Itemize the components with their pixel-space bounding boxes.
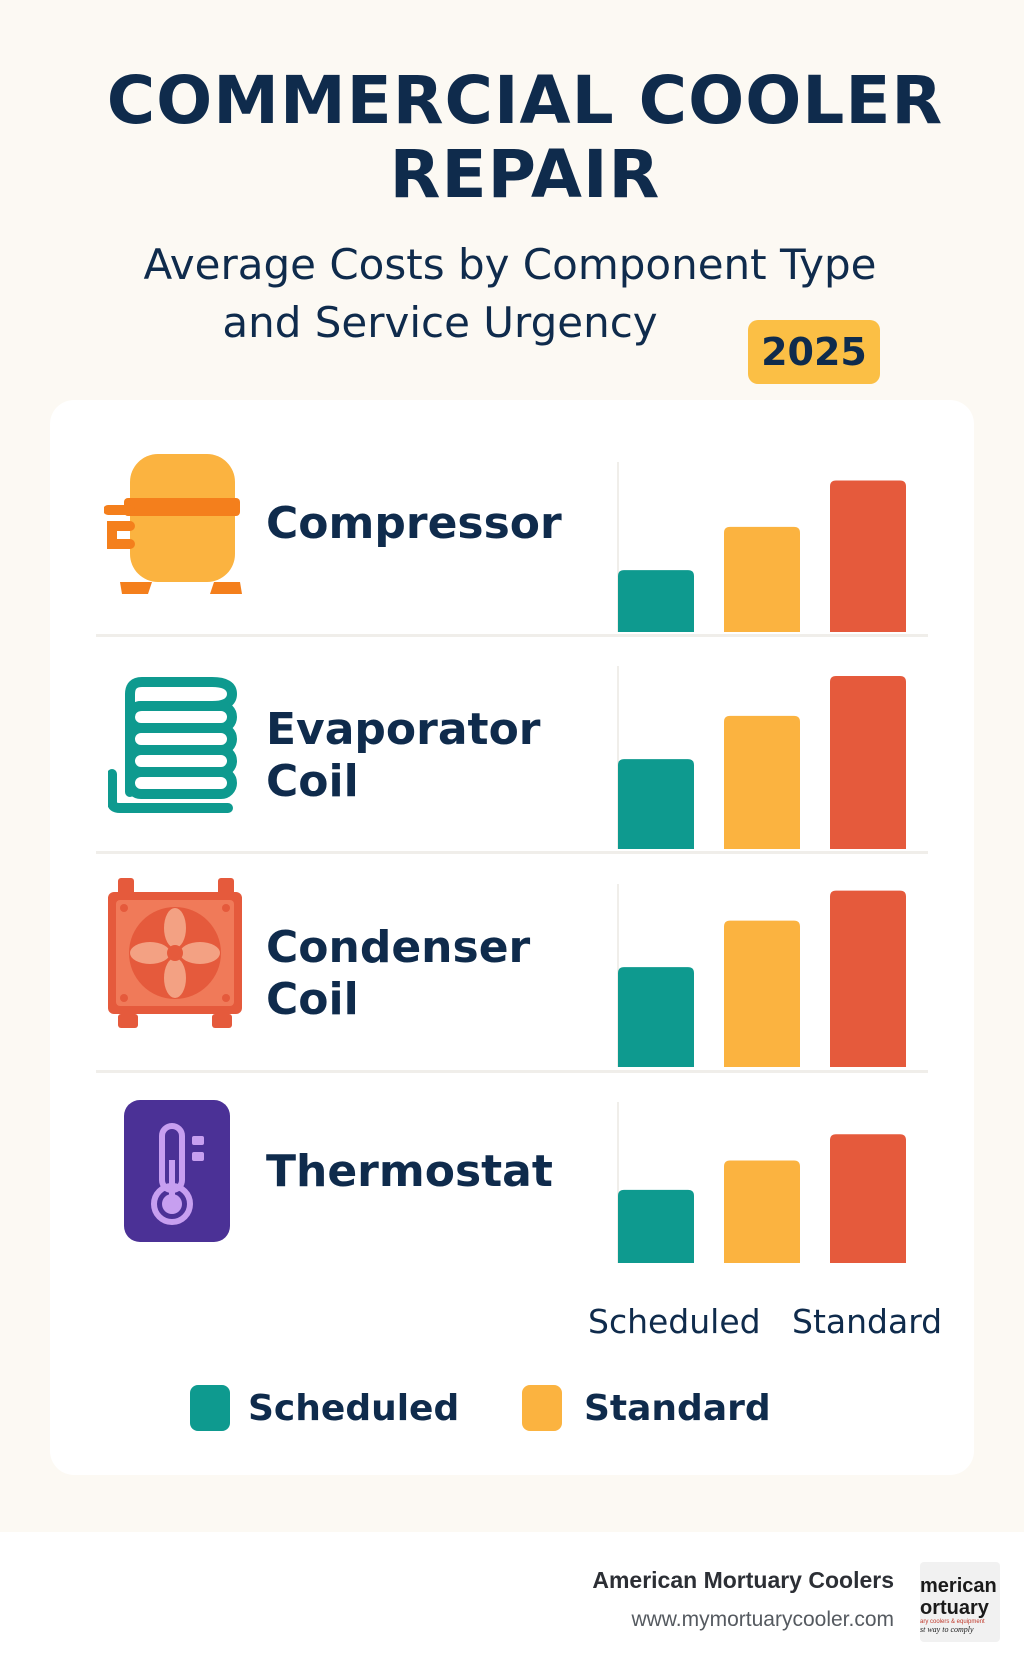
- brand-logo: merican ortuary ary coolers & equipment …: [920, 1562, 1000, 1642]
- year-badge: 2025: [748, 320, 880, 384]
- row-divider: [96, 634, 928, 637]
- x-axis-label-scheduled: Scheduled: [588, 1302, 761, 1341]
- compressor-icon: [104, 454, 242, 594]
- bar-standard-compressor: [724, 526, 800, 632]
- bar-series-3-evaporator-coil: [830, 675, 906, 849]
- logo-graphic: merican ortuary ary coolers & equipment …: [920, 1575, 997, 1634]
- label-line: Coil: [266, 974, 359, 1025]
- component-label-thermostat: Thermostat: [266, 1146, 596, 1198]
- footer: [0, 1532, 1024, 1666]
- bar-scheduled-condenser-coil: [618, 967, 694, 1067]
- thermometer-icon: [124, 1100, 230, 1242]
- legend-swatch-scheduled: [190, 1385, 230, 1431]
- bar-scheduled-thermostat: [618, 1189, 694, 1263]
- footer-url[interactable]: www.mymortuarycooler.com: [631, 1608, 894, 1631]
- label-line: Condenser: [266, 922, 531, 973]
- legend-swatch-standard: [522, 1385, 562, 1431]
- bar-series-3-condenser-coil: [830, 890, 906, 1067]
- component-label-condenser-coil: Condenser Coil: [266, 922, 596, 1026]
- label-line: Thermostat: [266, 1146, 553, 1197]
- label-line: Evaporator: [266, 704, 541, 755]
- subtitle-line-1: Average Costs by Component Type: [143, 240, 877, 289]
- title-line-1: COMMERCIAL COOLER: [106, 62, 944, 139]
- label-line: Compressor: [266, 498, 562, 549]
- evaporator-coil-icon: [108, 677, 238, 813]
- footer-brand: American Mortuary Coolers: [592, 1567, 894, 1593]
- logo-text-4: st way to comply: [920, 1625, 974, 1634]
- logo-text-1: merican: [920, 1575, 997, 1597]
- component-label-evaporator-coil: Evaporator Coil: [266, 704, 596, 808]
- row-divider: [96, 851, 928, 854]
- bar-standard-evaporator-coil: [724, 715, 800, 849]
- legend-label-scheduled: Scheduled: [248, 1388, 460, 1429]
- bar-scheduled-compressor: [618, 570, 694, 632]
- bar-series-3-compressor: [830, 480, 906, 632]
- label-line: Coil: [266, 756, 359, 807]
- logo-text-2: ortuary: [920, 1597, 990, 1619]
- bar-standard-condenser-coil: [724, 920, 800, 1067]
- subtitle-line-2: and Service Urgency: [222, 298, 658, 347]
- title-line-2: REPAIR: [389, 136, 661, 213]
- legend-label-standard: Standard: [584, 1388, 771, 1429]
- x-axis-label-standard: Standard: [792, 1302, 943, 1341]
- chart-subtitle: Average Costs by Component Type and Serv…: [60, 236, 960, 352]
- bar-standard-thermostat: [724, 1160, 800, 1263]
- condenser-fan-icon: [108, 878, 242, 1028]
- bar-series-3-thermostat: [830, 1134, 906, 1263]
- component-label-compressor: Compressor: [266, 498, 596, 550]
- logo-text-3: ary coolers & equipment: [920, 1619, 985, 1625]
- page-title: COMMERCIAL COOLER REPAIR: [60, 64, 990, 212]
- bar-scheduled-evaporator-coil: [618, 759, 694, 849]
- row-divider: [96, 1070, 928, 1073]
